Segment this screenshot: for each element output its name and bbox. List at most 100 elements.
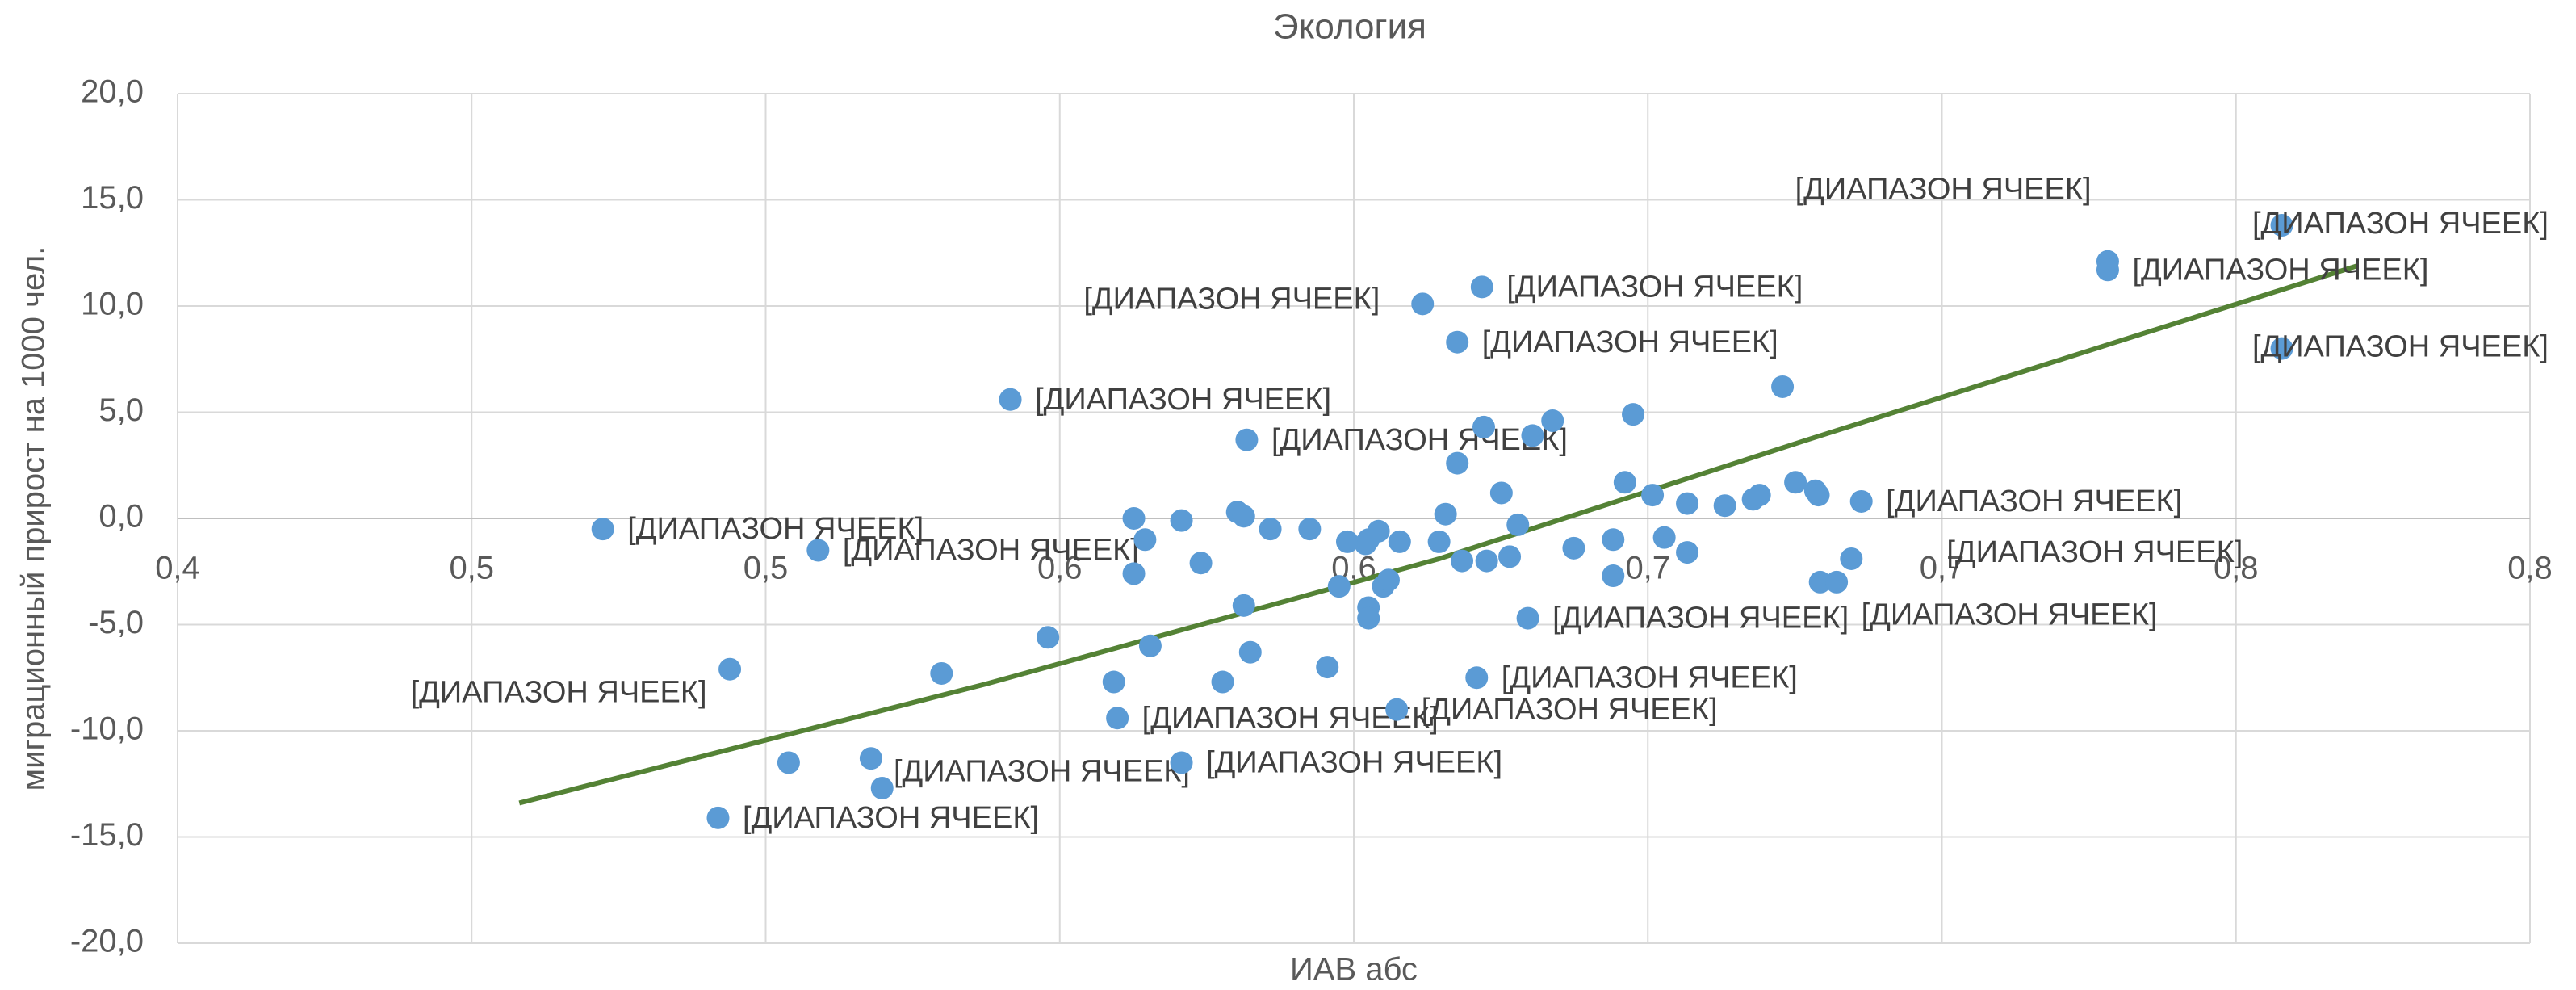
data-point — [1316, 656, 1339, 679]
data-point — [1434, 502, 1457, 526]
data-point — [1138, 634, 1162, 657]
data-point — [1676, 492, 1699, 515]
data-point — [1298, 518, 1322, 541]
data-point — [1465, 666, 1489, 690]
data-point — [718, 657, 742, 681]
data-point — [1475, 549, 1498, 573]
data-point — [1489, 481, 1513, 505]
data-point — [1446, 330, 1469, 354]
data-point — [1189, 552, 1213, 575]
data-point — [1367, 519, 1390, 543]
data-point — [1106, 707, 1129, 730]
data-point — [1235, 428, 1259, 451]
data-point — [1376, 568, 1400, 592]
x-axis-label: ИАВ абс — [1290, 952, 1418, 988]
data-point — [1102, 670, 1125, 694]
data-label: [ДИАПАЗОН ЯЧЕЕК] — [1886, 485, 2182, 518]
x-tick-label: 0,4 — [155, 551, 200, 586]
data-point — [1784, 471, 1807, 494]
data-point — [1506, 513, 1530, 536]
data-label: [ДИАПАЗОН ЯЧЕЕК] — [1482, 325, 1778, 359]
data-point — [930, 661, 953, 685]
data-point — [1652, 526, 1676, 549]
data-label: [ДИАПАЗОН ЯЧЕЕК] — [411, 675, 707, 709]
data-label: [ДИАПАЗОН ЯЧЕЕК] — [894, 755, 1190, 789]
data-point — [1232, 505, 1255, 528]
data-label: [ДИАПАЗОН ЯЧЕЕК] — [1206, 746, 1502, 780]
data-label: [ДИАПАЗОН ЯЧЕЕК] — [1862, 598, 2158, 632]
data-point — [999, 388, 1022, 411]
data-point — [2096, 258, 2119, 282]
x-tick-label: 0,8 — [2507, 551, 2553, 586]
data-point — [1613, 471, 1636, 494]
data-point — [1122, 507, 1146, 530]
data-point — [1807, 484, 1830, 507]
data-point — [1602, 528, 1625, 552]
data-point — [859, 747, 882, 770]
x-tick-label: 0,5 — [743, 551, 789, 586]
data-point — [1641, 484, 1665, 507]
y-tick-label: 20,0 — [81, 74, 144, 110]
y-tick-label: -20,0 — [70, 924, 144, 959]
data-point — [591, 518, 614, 541]
data-point — [1446, 451, 1469, 475]
data-label: [ДИАПАЗОН ЯЧЕЕК] — [1035, 383, 1331, 417]
data-point — [1748, 484, 1771, 507]
x-tick-label: 0,7 — [1625, 551, 1670, 586]
data-point — [1133, 528, 1157, 552]
data-point — [1562, 536, 1585, 560]
data-point — [1170, 751, 1193, 774]
data-point — [1808, 570, 1832, 594]
data-point — [1388, 530, 1411, 553]
data-point — [1516, 606, 1539, 630]
data-point — [1771, 375, 1795, 398]
data-point — [1232, 594, 1255, 617]
x-tick-label: 0,6 — [1037, 551, 1083, 586]
data-point — [1541, 409, 1564, 433]
data-point — [2270, 337, 2293, 360]
data-label: [ДИАПАЗОН ЯЧЕЕК] — [1502, 661, 1798, 694]
data-point — [2270, 214, 2293, 237]
y-tick-label: 0,0 — [98, 499, 144, 535]
y-tick-label: -15,0 — [70, 817, 144, 853]
x-tick-label: 0,7 — [1920, 551, 1965, 586]
data-point — [1037, 626, 1060, 649]
data-point — [1472, 415, 1495, 438]
y-tick-label: -5,0 — [88, 605, 144, 640]
y-tick-label: 5,0 — [98, 392, 144, 428]
data-label: [ДИАПАЗОН ЯЧЕЕК] — [1271, 423, 1568, 457]
x-tick-label: 0,5 — [449, 551, 494, 586]
data-label: [ДИАПАЗОН ЯЧЕЕК] — [1083, 282, 1380, 316]
data-point — [1521, 424, 1544, 447]
data-point — [1259, 518, 1282, 541]
data-point — [1622, 403, 1645, 426]
data-point — [1849, 489, 1873, 513]
data-label: [ДИАПАЗОН ЯЧЕЕК] — [1506, 270, 1803, 304]
data-point — [1451, 549, 1474, 573]
y-tick-label: 10,0 — [81, 287, 144, 322]
y-tick-label: 15,0 — [81, 180, 144, 216]
data-label: [ДИАПАЗОН ЯЧЕЕК] — [2132, 253, 2428, 287]
trendline — [518, 263, 2359, 806]
data-point — [1713, 494, 1736, 518]
data-point — [1470, 275, 1493, 299]
data-label: [ДИАПАЗОН ЯЧЕЕК] — [843, 534, 1139, 568]
data-label: [ДИАПАЗОН ЯЧЕЕК] — [1946, 535, 2243, 569]
data-point — [1427, 530, 1451, 553]
data-point — [777, 751, 800, 774]
x-tick-label: 0,8 — [2214, 551, 2259, 586]
data-point — [1211, 670, 1234, 694]
data-point — [1676, 541, 1699, 564]
data-label: [ДИАПАЗОН ЯЧЕЕК] — [743, 801, 1039, 835]
y-axis-label: миграционный прирост на 1000 чел. — [16, 246, 52, 791]
data-label: [ДИАПАЗОН ЯЧЕЕК] — [1795, 172, 2092, 206]
data-point — [1327, 575, 1351, 598]
data-label: [ДИАПАЗОН ЯЧЕЕК] — [1552, 602, 1849, 636]
data-point — [1411, 292, 1435, 316]
data-point — [1170, 509, 1193, 532]
chart-title: Экология — [1273, 7, 1426, 47]
data-point — [1825, 570, 1849, 594]
data-point — [1238, 640, 1262, 664]
